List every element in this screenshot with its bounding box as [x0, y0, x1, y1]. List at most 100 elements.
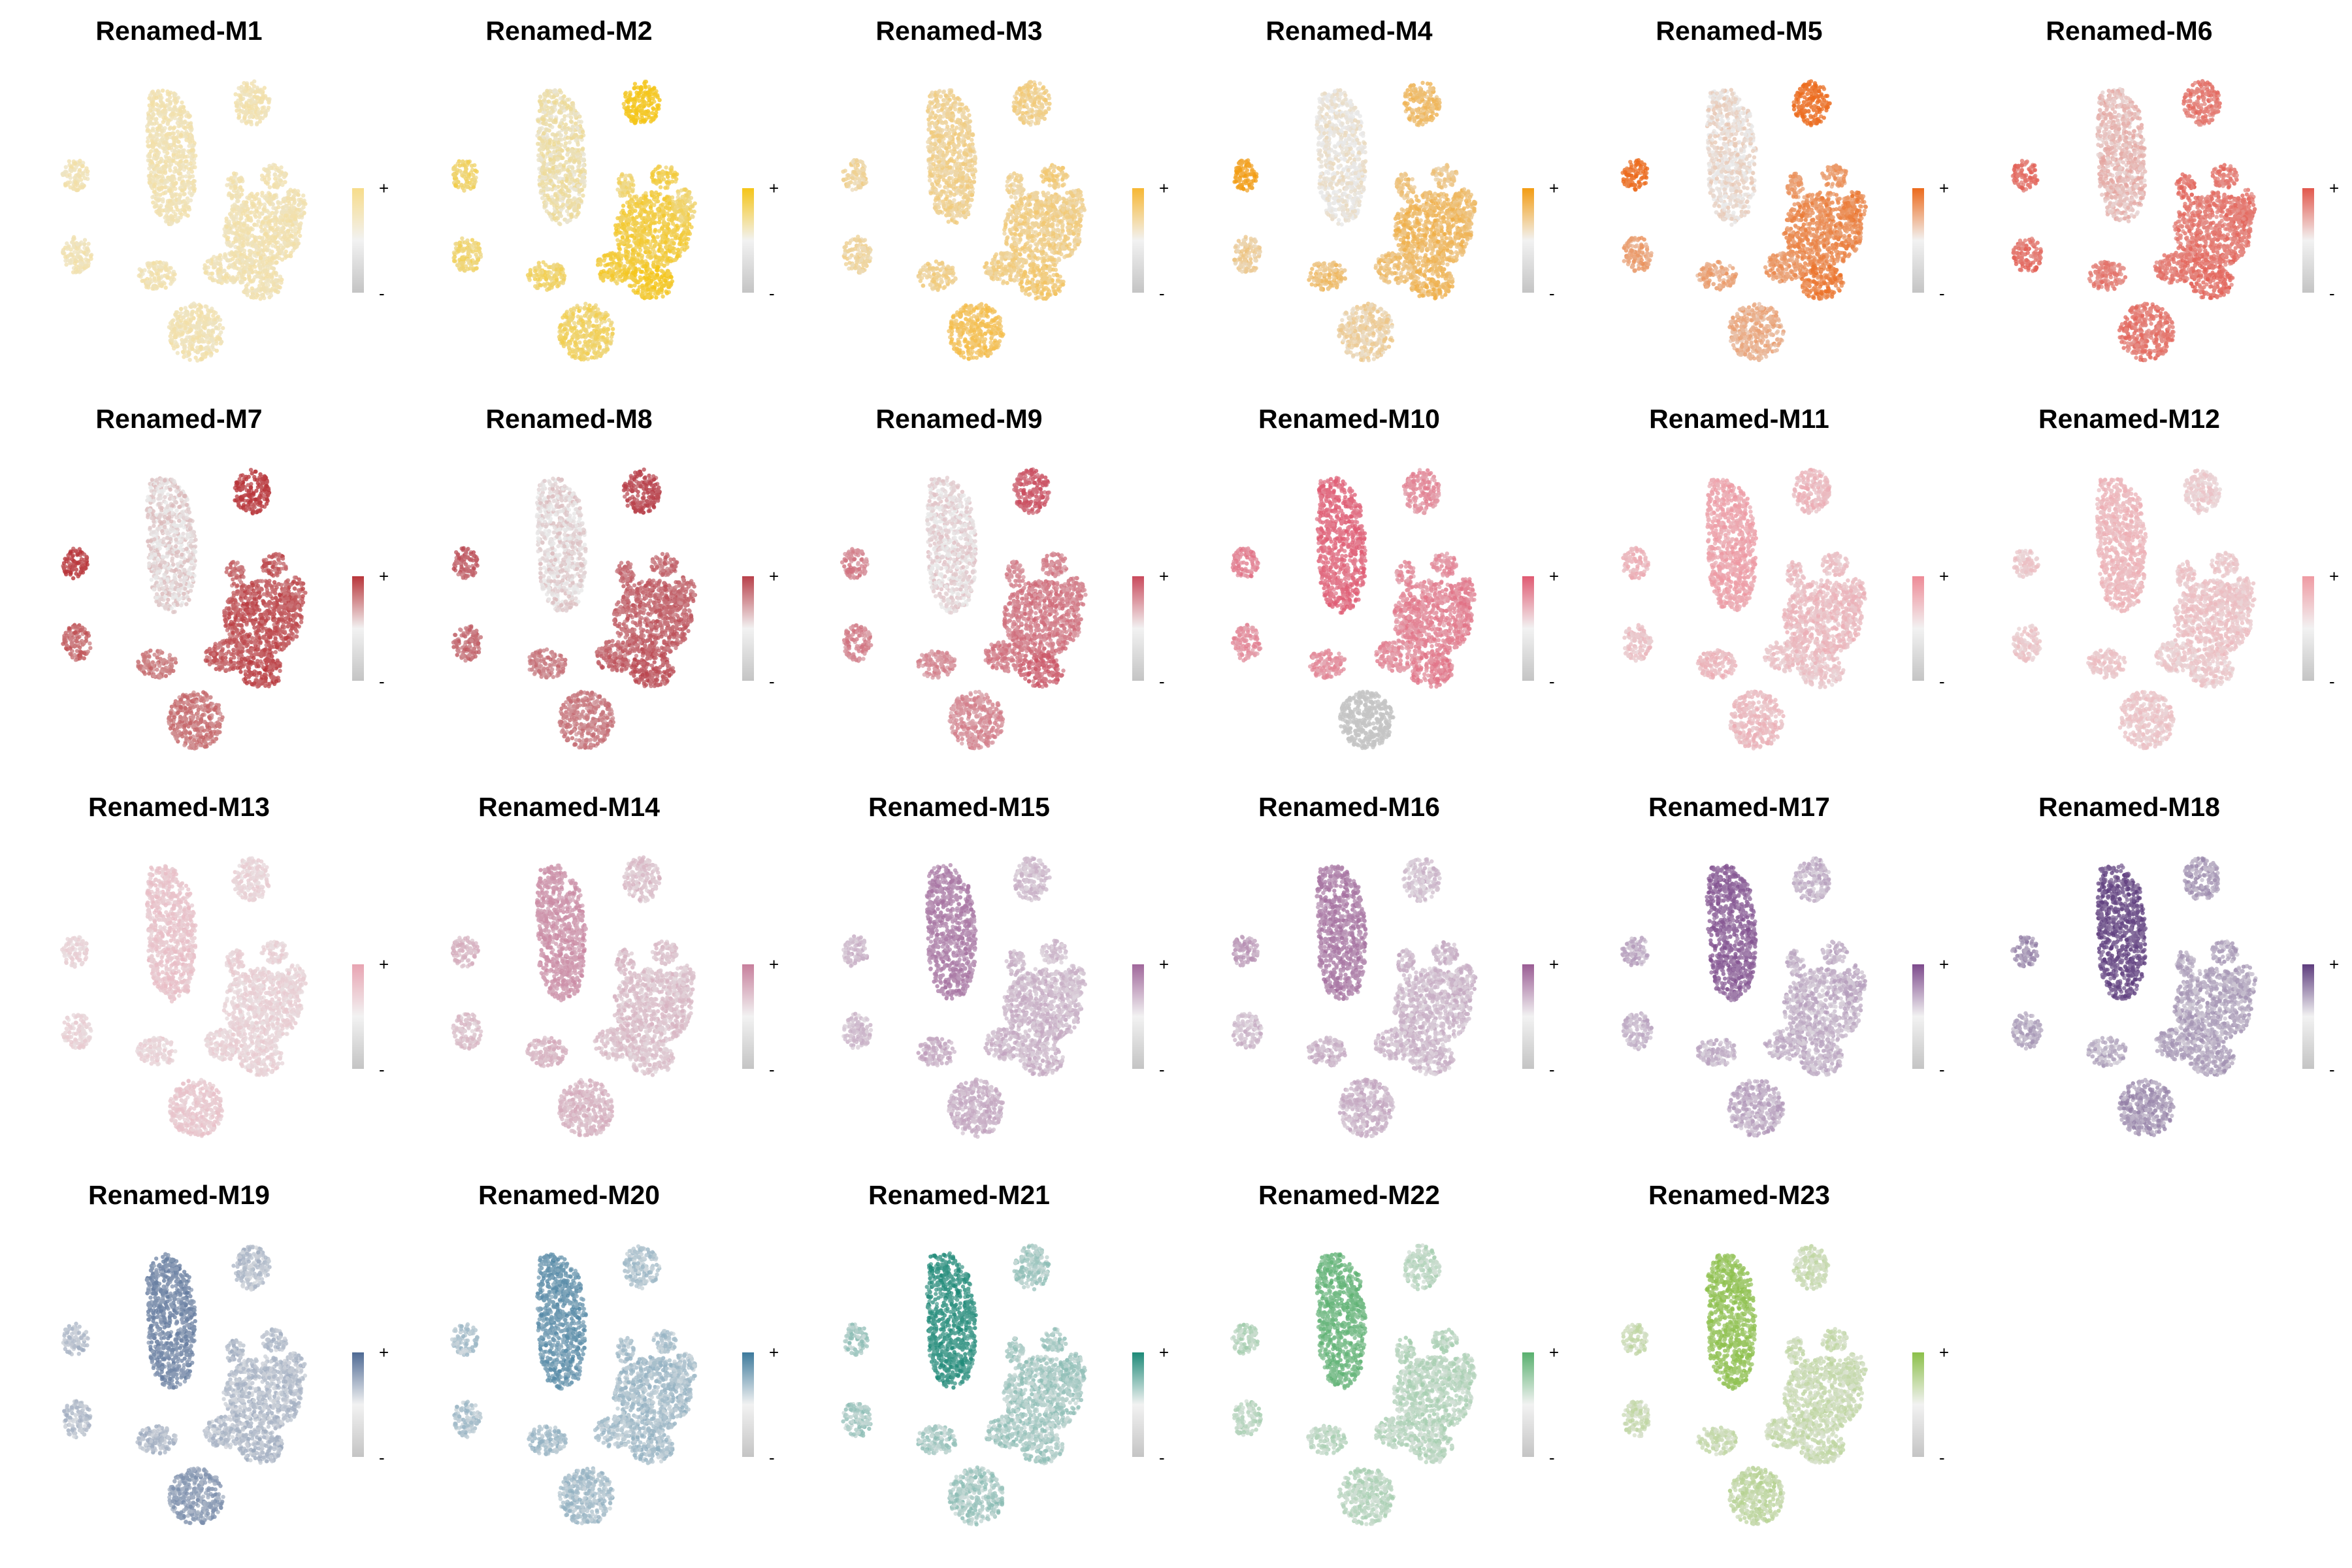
- cell-point: [173, 92, 177, 96]
- cell-point: [250, 286, 254, 290]
- cell-point: [178, 154, 182, 158]
- cell-point: [258, 275, 262, 279]
- cell-point: [476, 242, 480, 246]
- cell-point: [176, 332, 180, 336]
- cell-point: [568, 128, 572, 132]
- cell-point: [165, 180, 169, 184]
- cell-point: [249, 90, 253, 93]
- cell-point: [231, 225, 235, 229]
- cell-point: [235, 199, 239, 203]
- cell-point: [574, 114, 578, 118]
- cell-point: [154, 204, 158, 208]
- cell-point: [148, 93, 152, 97]
- cell-point: [291, 214, 295, 218]
- cell-point: [532, 274, 536, 278]
- cell-point: [250, 295, 254, 299]
- cell-point: [675, 227, 679, 231]
- cell-point: [291, 229, 295, 233]
- cell-point: [261, 95, 265, 99]
- cell-point: [663, 221, 667, 225]
- cell-point: [146, 154, 150, 158]
- cell-point: [270, 257, 274, 261]
- cell-point: [218, 275, 221, 279]
- cell-point: [271, 206, 275, 210]
- cell-point: [197, 321, 201, 325]
- cluster-c6: [260, 163, 288, 189]
- cell-point: [146, 158, 150, 162]
- cell-point: [61, 250, 65, 253]
- cell-point: [295, 210, 299, 214]
- cell-point: [181, 340, 185, 344]
- cell-point: [166, 122, 170, 126]
- cell-point: [203, 319, 207, 323]
- umap-panel: Renamed-M2 + -: [390, 0, 780, 388]
- cell-point: [239, 102, 243, 106]
- cell-point: [301, 193, 305, 197]
- cell-point: [652, 238, 656, 242]
- cell-point: [242, 270, 246, 274]
- cell-point: [154, 96, 158, 100]
- cell-point: [280, 226, 284, 230]
- cell-point: [236, 99, 240, 103]
- cell-point: [676, 191, 680, 195]
- cell-point: [272, 220, 276, 223]
- cell-point: [151, 144, 155, 148]
- cell-point: [183, 326, 187, 330]
- cell-point: [73, 161, 77, 165]
- cell-point: [225, 280, 229, 284]
- cell-point: [171, 127, 175, 131]
- cell-point: [612, 267, 615, 271]
- cell-point: [636, 252, 640, 256]
- cell-point: [151, 129, 155, 133]
- cell-point: [246, 293, 250, 297]
- cell-point: [683, 188, 687, 191]
- cell-point: [165, 144, 169, 148]
- cell-point: [276, 225, 280, 229]
- cell-point: [235, 276, 239, 280]
- cell-point: [239, 216, 243, 220]
- cell-point: [207, 259, 211, 263]
- cell-point: [453, 184, 457, 188]
- cell-point: [653, 228, 657, 232]
- cell-point: [569, 120, 573, 123]
- cell-point: [459, 261, 463, 265]
- cell-point: [65, 247, 69, 251]
- cell-point: [188, 186, 191, 189]
- cell-point: [570, 165, 574, 169]
- cell-point: [559, 133, 563, 137]
- cell-point: [609, 255, 613, 259]
- cell-point: [154, 139, 157, 142]
- cell-point: [161, 110, 165, 114]
- cell-point: [552, 100, 556, 104]
- cell-point: [267, 210, 270, 214]
- cell-point: [64, 165, 68, 169]
- cell-point: [624, 174, 628, 178]
- cell-point: [274, 261, 278, 265]
- cell-point: [549, 114, 553, 118]
- cell-point: [567, 206, 571, 210]
- cell-point: [154, 279, 157, 283]
- cell-point: [656, 166, 660, 170]
- cell-point: [225, 183, 229, 187]
- cell-point: [559, 96, 563, 100]
- cell-point: [188, 342, 191, 346]
- cell-point: [615, 229, 619, 233]
- cell-point: [629, 226, 632, 230]
- cell-point: [151, 176, 155, 180]
- cell-point: [546, 106, 550, 110]
- cell-point: [272, 194, 276, 198]
- cell-point: [78, 159, 82, 163]
- cell-point: [563, 144, 566, 148]
- cluster-c4: [622, 80, 662, 125]
- cell-point: [672, 228, 676, 232]
- cell-point: [191, 185, 195, 189]
- cell-point: [621, 265, 625, 269]
- cell-point: [582, 152, 586, 156]
- cell-point: [544, 122, 548, 126]
- cell-point: [146, 127, 150, 131]
- cell-point: [190, 191, 194, 195]
- cell-point: [290, 223, 294, 227]
- cell-point: [71, 253, 74, 257]
- cell-point: [630, 105, 634, 108]
- cell-point: [286, 216, 289, 220]
